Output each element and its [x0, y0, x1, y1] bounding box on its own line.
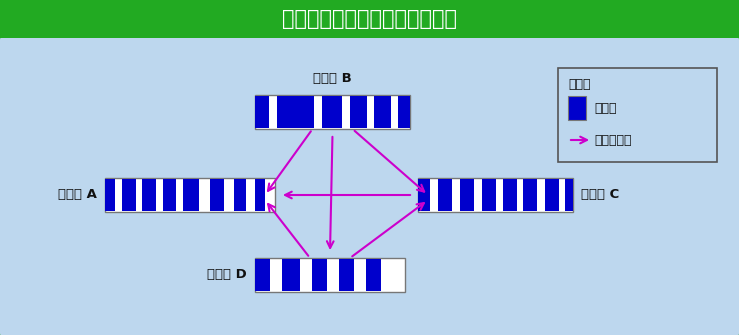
Bar: [163, 179, 177, 211]
Text: 对等方之间互相传送文件数据块: 对等方之间互相传送文件数据块: [282, 9, 457, 29]
Bar: [375, 96, 392, 128]
Bar: [255, 179, 265, 211]
Bar: [418, 179, 430, 211]
Text: 数据块传送: 数据块传送: [594, 134, 632, 146]
Bar: [418, 178, 573, 212]
Bar: [255, 96, 269, 128]
Bar: [255, 259, 270, 291]
Bar: [282, 259, 300, 291]
Bar: [321, 96, 342, 128]
Bar: [523, 179, 537, 211]
FancyBboxPatch shape: [0, 36, 739, 335]
Text: 对等方 A: 对等方 A: [58, 189, 97, 201]
Text: 对等方 D: 对等方 D: [207, 268, 247, 281]
Bar: [122, 179, 135, 211]
Bar: [183, 179, 199, 211]
Bar: [105, 178, 275, 212]
Bar: [255, 258, 405, 292]
Text: 图例：: 图例：: [568, 77, 590, 90]
Bar: [0, 0, 739, 38]
Bar: [105, 179, 115, 211]
Bar: [482, 179, 496, 211]
Bar: [565, 179, 573, 211]
Bar: [143, 179, 156, 211]
Bar: [503, 179, 517, 211]
Bar: [255, 95, 410, 129]
Bar: [438, 179, 452, 211]
Text: 数据块: 数据块: [594, 102, 616, 115]
Bar: [234, 179, 246, 211]
Bar: [312, 259, 327, 291]
Text: 对等方 C: 对等方 C: [581, 189, 619, 201]
Bar: [568, 96, 586, 120]
Bar: [398, 96, 410, 128]
Text: 对等方 B: 对等方 B: [313, 72, 352, 85]
FancyBboxPatch shape: [558, 68, 717, 162]
Bar: [339, 259, 354, 291]
Bar: [366, 259, 381, 291]
Bar: [350, 96, 367, 128]
Bar: [545, 179, 559, 211]
Bar: [276, 96, 314, 128]
Bar: [211, 179, 224, 211]
Bar: [460, 179, 474, 211]
